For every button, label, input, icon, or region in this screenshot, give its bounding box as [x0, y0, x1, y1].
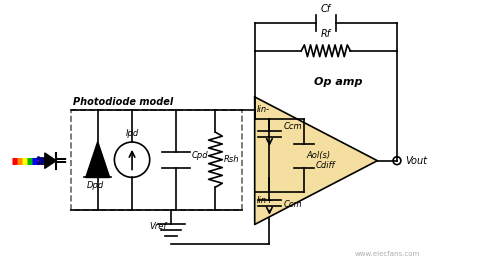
Text: Rf: Rf	[321, 29, 331, 39]
Text: Cf: Cf	[321, 4, 331, 14]
Text: Cpd: Cpd	[192, 151, 208, 160]
Text: Vout: Vout	[405, 156, 427, 166]
Polygon shape	[86, 142, 109, 177]
Polygon shape	[45, 153, 56, 168]
Text: Aol(s): Aol(s)	[306, 151, 331, 160]
Text: Photodiode model: Photodiode model	[73, 97, 174, 107]
Text: Ipd: Ipd	[125, 129, 139, 138]
Polygon shape	[255, 97, 377, 224]
Text: Vref: Vref	[149, 221, 166, 231]
Text: Op amp: Op amp	[314, 77, 362, 87]
Text: Ccm: Ccm	[283, 122, 302, 131]
Text: Rsh: Rsh	[223, 155, 239, 164]
Text: www.elecfans.com: www.elecfans.com	[355, 251, 420, 257]
Text: Ccm: Ccm	[283, 200, 302, 209]
Text: Cdiff: Cdiff	[315, 161, 335, 170]
Text: Iin+: Iin+	[257, 196, 274, 205]
Text: Iin-: Iin-	[257, 104, 270, 114]
Bar	[71, 110, 242, 210]
Text: Dpd: Dpd	[87, 181, 104, 190]
Text: =: =	[54, 153, 67, 168]
